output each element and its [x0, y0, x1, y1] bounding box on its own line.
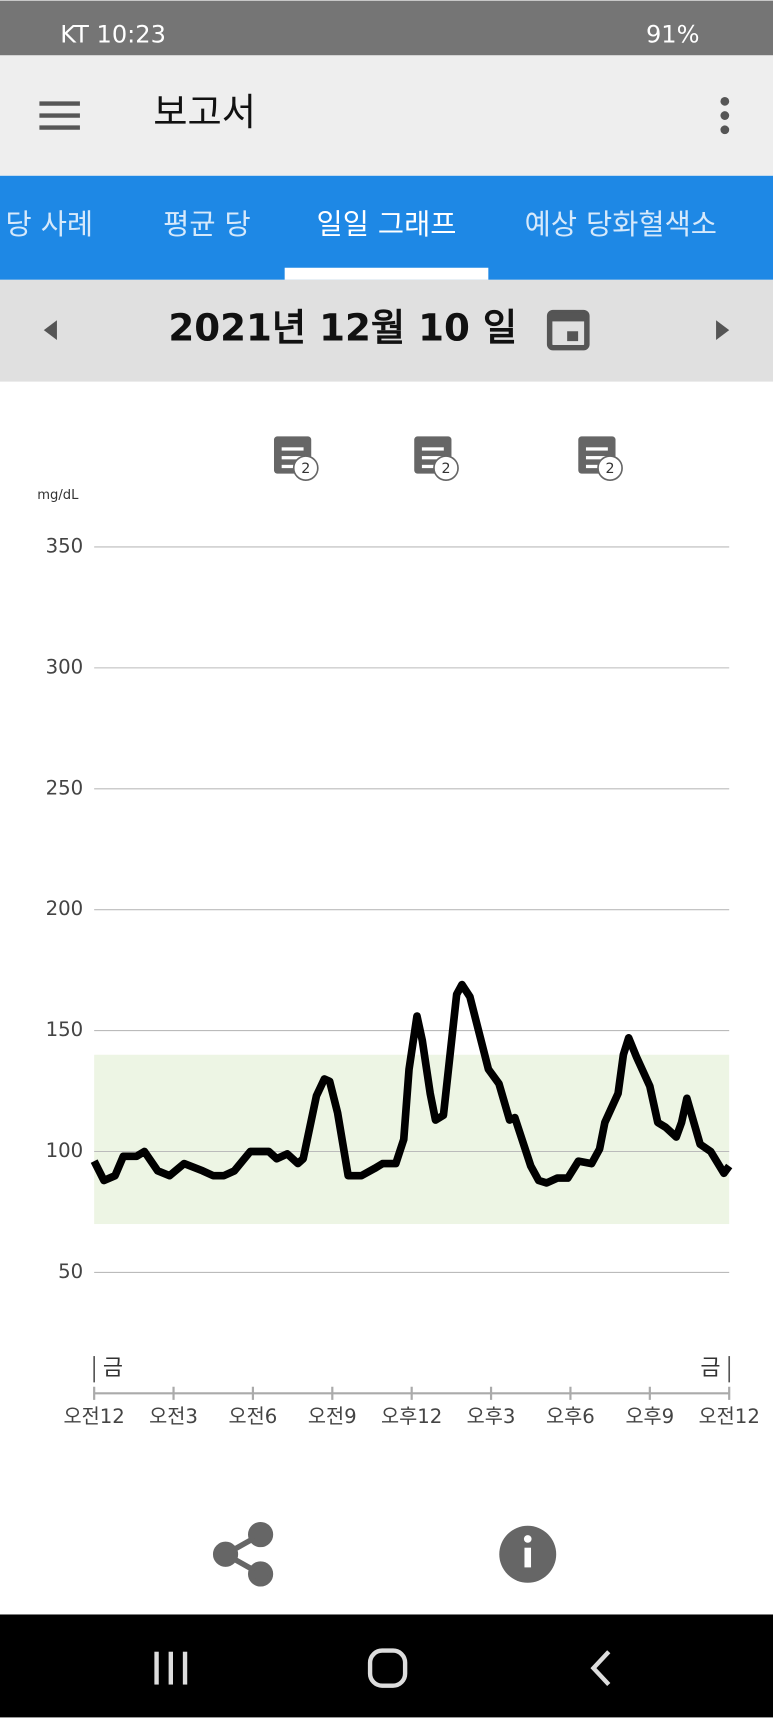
glucose-line [90, 980, 733, 1187]
y-tick-label: 50 [58, 1260, 83, 1283]
status-time: KT 10:23 [60, 21, 166, 49]
tab[interactable]: 일일 그래프 [317, 208, 457, 241]
date: 2021년 12월 10 일 [168, 306, 517, 350]
x-tick-label: 오전12 [699, 1405, 760, 1428]
note-count: 2 [441, 461, 450, 477]
next-day[interactable] [716, 320, 730, 341]
note-badge [597, 455, 623, 481]
note-line [281, 464, 304, 469]
tab[interactable]: 평균 당 [163, 208, 251, 241]
status-bar [0, 0, 773, 56]
note-line [585, 464, 608, 469]
info-icon[interactable] [499, 1525, 557, 1583]
x-tick-label: 오후3 [467, 1405, 516, 1428]
x-tick-label: 오전3 [149, 1405, 198, 1428]
y-tick-label: 200 [46, 897, 84, 920]
y-axis-label: mg/dL [37, 488, 79, 503]
x-tick-label: 오후6 [546, 1405, 595, 1428]
note-count: 2 [606, 461, 615, 477]
y-tick-label: 350 [46, 534, 84, 557]
app-bar [0, 55, 773, 176]
battery: 91% [646, 21, 700, 49]
y-tick-label: 150 [46, 1018, 84, 1041]
share-icon[interactable] [212, 1521, 274, 1587]
nav-bar [0, 1614, 773, 1718]
menu-icon[interactable] [39, 101, 80, 130]
x-tick-label: 오전6 [229, 1405, 278, 1428]
note-line [281, 456, 304, 460]
y-tick-label: 100 [46, 1139, 84, 1162]
x-tick-label: 오전12 [64, 1405, 125, 1428]
note-line [281, 447, 304, 451]
day-label: 금 [103, 1356, 123, 1381]
note-icon[interactable]: 2 [273, 436, 319, 481]
note-count: 2 [301, 461, 310, 477]
note-line [421, 464, 444, 469]
date-nav [0, 279, 773, 382]
note-line [585, 456, 608, 460]
note-line [421, 447, 444, 451]
note-line [421, 456, 444, 460]
day-label: 금 [700, 1356, 720, 1381]
y-tick-label: 300 [46, 655, 84, 678]
note-line [585, 447, 608, 451]
calendar-icon[interactable] [546, 309, 590, 351]
note-icon[interactable]: 2 [414, 436, 459, 481]
tab[interactable]: 예상 당화혈색소 [525, 208, 717, 241]
nav-buttons[interactable] [154, 1648, 611, 1688]
note-badge [433, 455, 459, 481]
more-icon[interactable] [720, 96, 730, 135]
x-tick-label: 오후12 [381, 1405, 442, 1428]
tab-bar [0, 175, 773, 280]
tab[interactable]: 당 사례 [5, 208, 93, 241]
note-icon[interactable]: 2 [578, 436, 623, 481]
tab-indicator [284, 267, 489, 280]
prev-day[interactable] [43, 320, 57, 341]
x-tick-label: 오후9 [625, 1405, 674, 1428]
app-title: 보고서 [153, 90, 256, 134]
note-badge [292, 455, 319, 481]
x-tick-label: 오전9 [308, 1405, 357, 1428]
y-tick-label: 250 [46, 776, 84, 799]
